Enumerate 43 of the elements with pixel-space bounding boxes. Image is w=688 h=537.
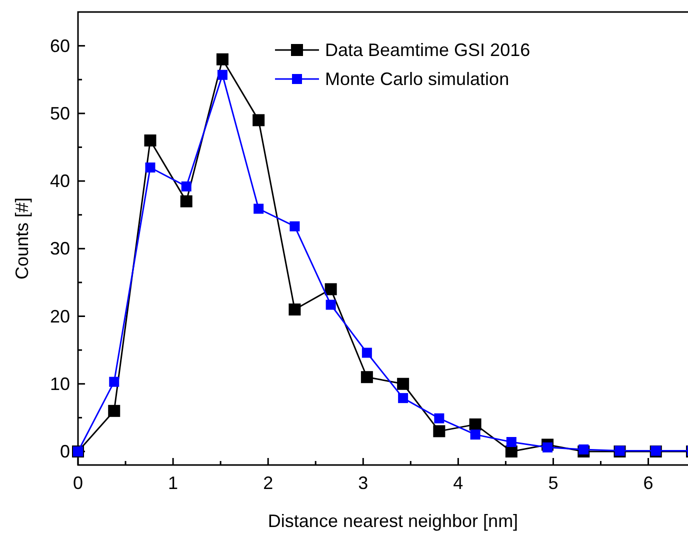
point bbox=[578, 444, 589, 454]
point bbox=[434, 413, 444, 424]
x-tick-label: 2 bbox=[263, 473, 274, 493]
point bbox=[469, 418, 482, 430]
y-tick-label: 30 bbox=[50, 238, 70, 259]
point bbox=[144, 134, 156, 146]
point bbox=[506, 437, 516, 448]
point bbox=[397, 378, 410, 390]
y-tick-label: 10 bbox=[50, 374, 70, 394]
x-tick-label: 6 bbox=[643, 473, 654, 493]
point bbox=[433, 425, 446, 438]
point bbox=[542, 442, 553, 452]
x-tick-label: 1 bbox=[168, 473, 178, 493]
point bbox=[108, 404, 120, 417]
point bbox=[217, 70, 228, 80]
y-tick-label: 40 bbox=[50, 171, 70, 192]
point bbox=[145, 162, 156, 173]
x-tick-label: 0 bbox=[72, 473, 84, 493]
legend-label: Data Beamtime GSI 2016 bbox=[325, 40, 530, 60]
point bbox=[290, 221, 300, 232]
point bbox=[398, 393, 408, 404]
legend-label: Monte Carlo simulation bbox=[325, 69, 510, 89]
x-tick-label: 5 bbox=[548, 473, 558, 493]
point bbox=[254, 204, 264, 214]
point bbox=[326, 300, 336, 310]
x-tick-label: 4 bbox=[453, 473, 464, 493]
y-tick-label: 60 bbox=[50, 36, 70, 56]
y-tick-label: 0 bbox=[60, 441, 70, 462]
point bbox=[109, 376, 120, 387]
point bbox=[360, 371, 373, 384]
y-tick-label: 20 bbox=[50, 306, 70, 326]
point bbox=[288, 303, 301, 316]
y-tick-label: 50 bbox=[50, 103, 70, 124]
point bbox=[470, 430, 480, 440]
point bbox=[362, 348, 372, 358]
point bbox=[216, 53, 228, 66]
x-axis-title: Distance nearest neighbor [nm] bbox=[268, 511, 518, 531]
point bbox=[181, 181, 192, 192]
point bbox=[180, 195, 192, 208]
x-tick-label: 3 bbox=[358, 473, 368, 493]
point bbox=[252, 114, 265, 126]
point bbox=[324, 283, 337, 296]
y-axis-title: Counts [#] bbox=[12, 197, 32, 280]
